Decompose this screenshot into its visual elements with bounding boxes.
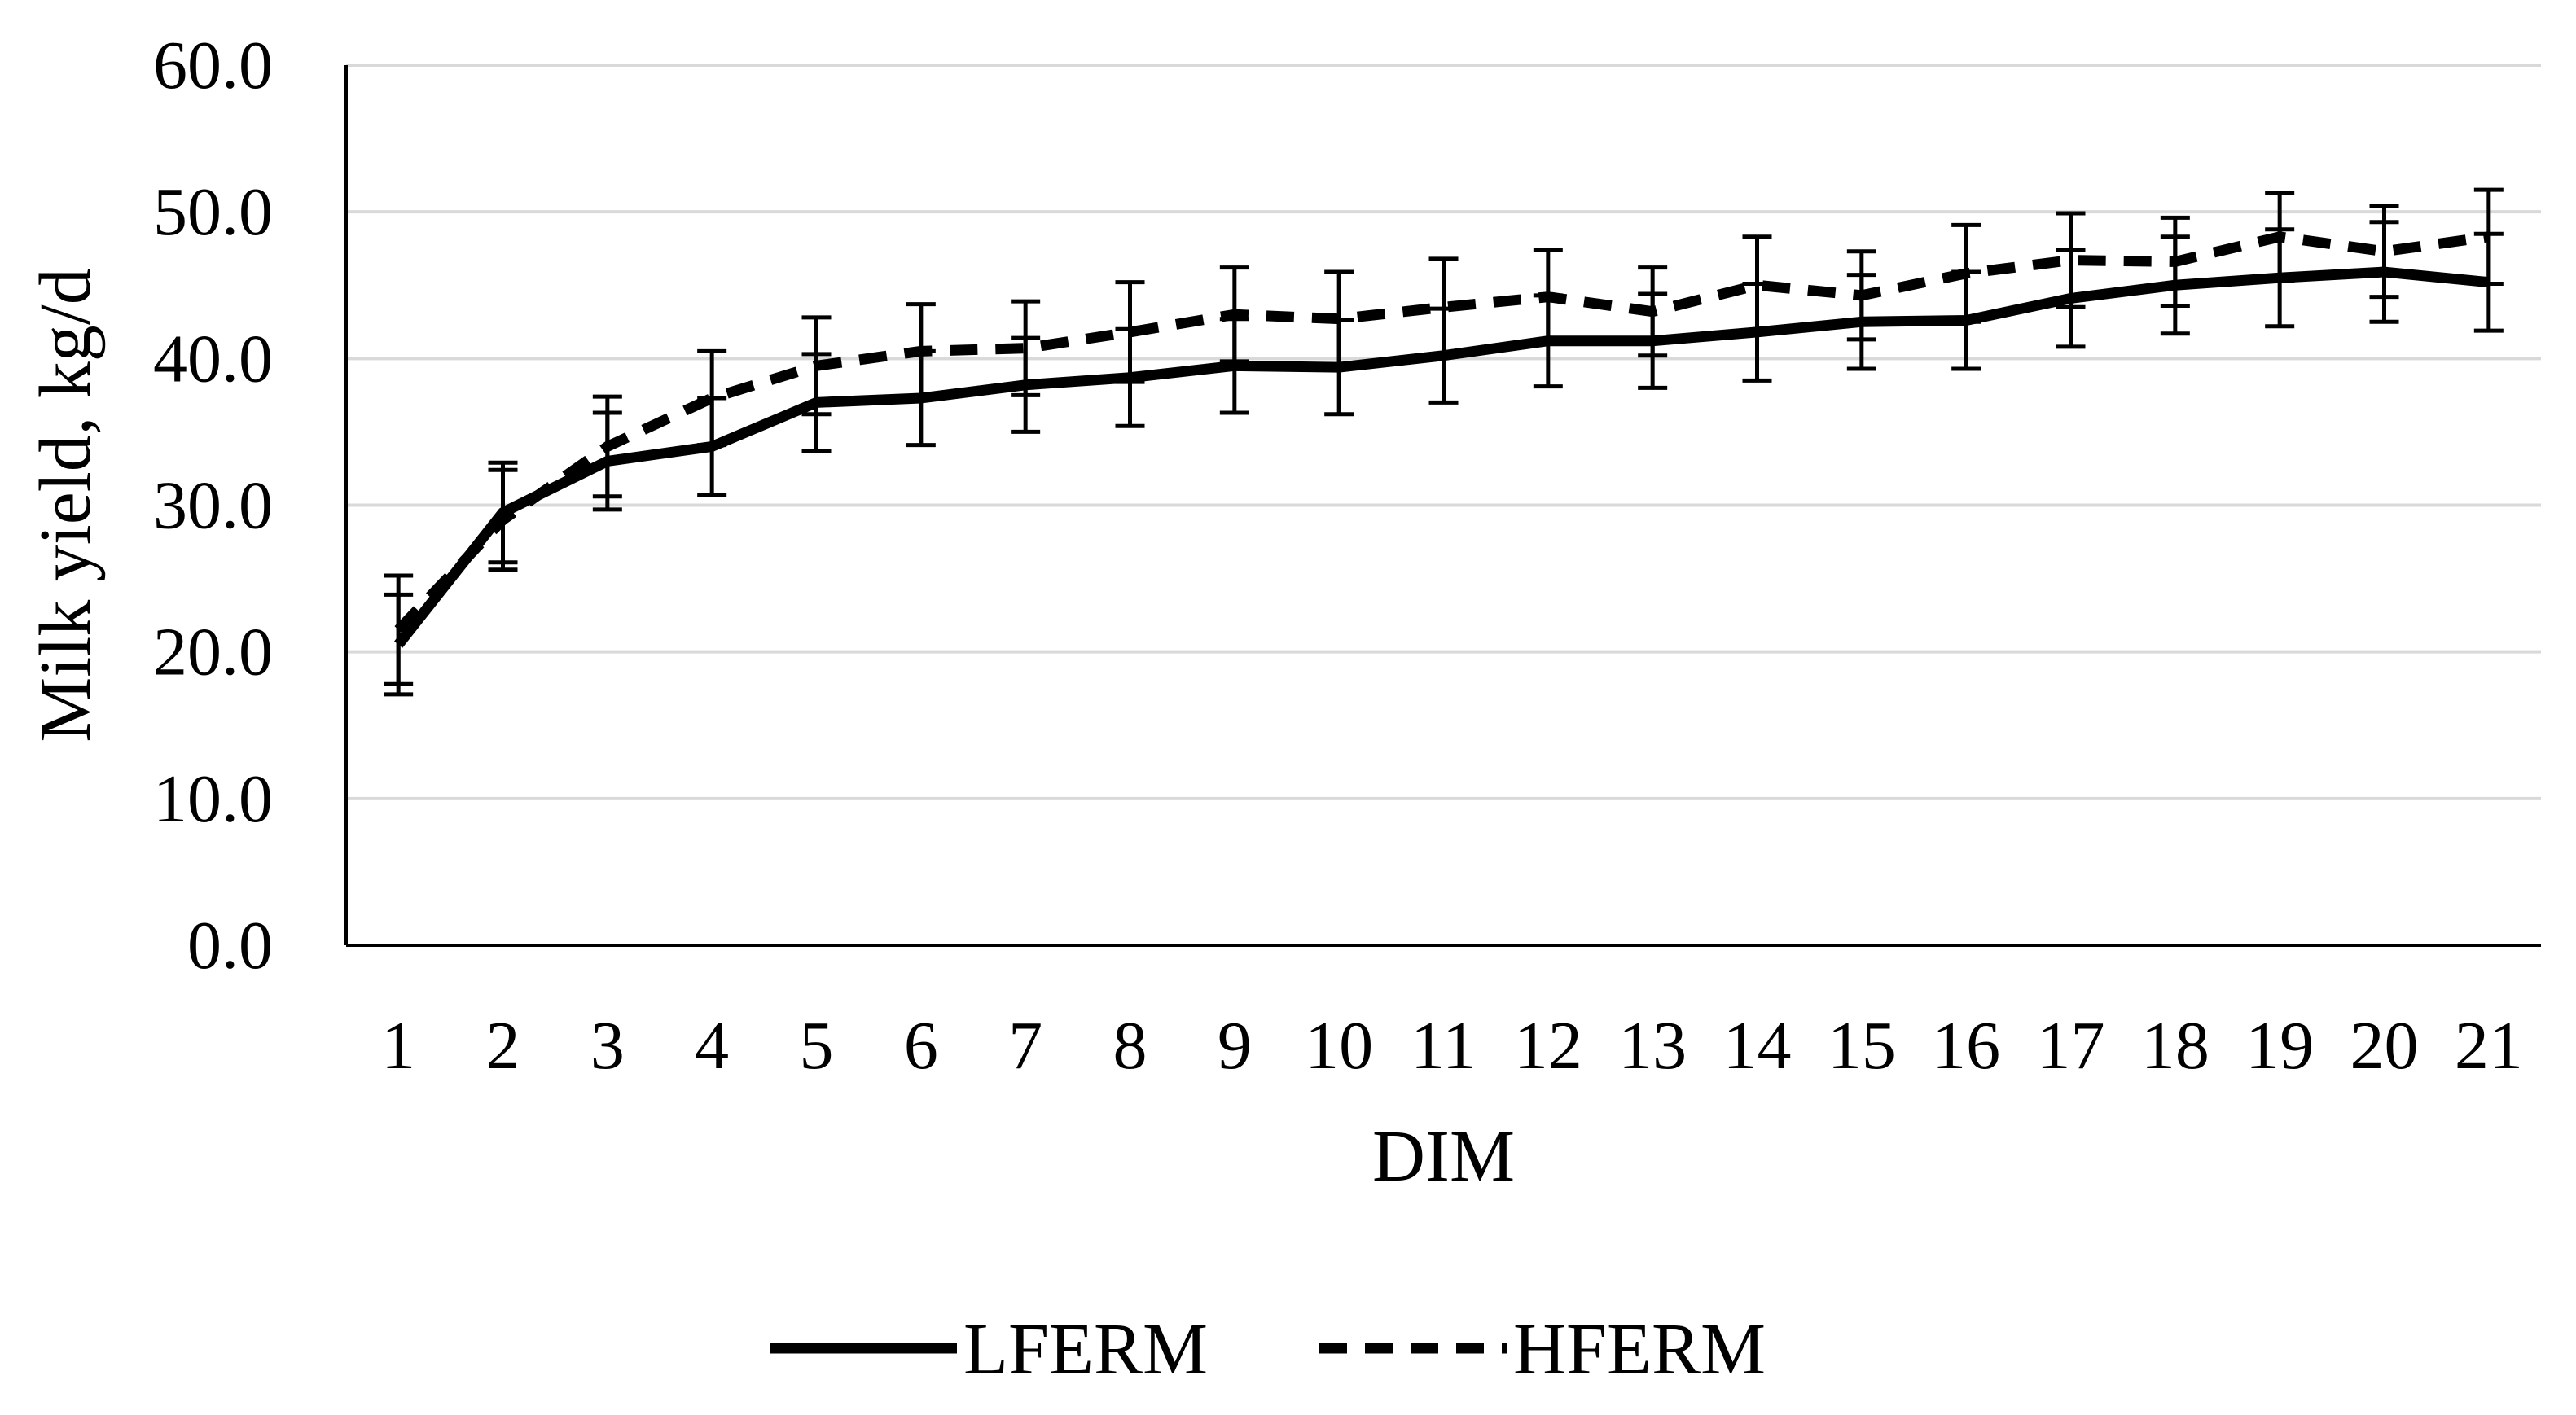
x-tick-label: 11 <box>1411 1008 1477 1084</box>
x-tick-label: 1 <box>381 1008 415 1084</box>
x-tick-label: 10 <box>1305 1008 1373 1084</box>
y-tick-label: 0.0 <box>187 908 273 983</box>
x-tick-label: 12 <box>1514 1008 1582 1084</box>
x-tick-label: 20 <box>2350 1008 2419 1084</box>
x-tick-label: 18 <box>2141 1008 2210 1084</box>
y-tick-label: 60.0 <box>153 28 273 103</box>
y-tick-label: 20.0 <box>153 615 273 690</box>
legend-label-lferm: LFERM <box>963 1309 1208 1390</box>
x-tick-label: 16 <box>1932 1008 2000 1084</box>
x-tick-label: 6 <box>904 1008 938 1084</box>
gridlines <box>346 64 2541 800</box>
series-group <box>384 187 2504 697</box>
x-axis-title: DIM <box>1372 1116 1515 1197</box>
x-tick-label: 15 <box>1828 1008 1896 1084</box>
y-tick-label: 40.0 <box>153 321 273 396</box>
y-tick-label: 10.0 <box>153 761 273 837</box>
x-tick-label: 2 <box>486 1008 520 1084</box>
x-tick-label: 14 <box>1723 1008 1792 1084</box>
x-tick-label: 21 <box>2455 1008 2523 1084</box>
x-tick-label: 9 <box>1218 1008 1252 1084</box>
y-tick-label: 30.0 <box>153 468 273 544</box>
x-tick-label: 19 <box>2245 1008 2314 1084</box>
y-tick-label: 50.0 <box>153 174 273 250</box>
series-line-hferm <box>394 231 2490 634</box>
y-axis-title: Milk yield, kg/d <box>25 268 106 743</box>
legend-label-hferm: HFERM <box>1513 1309 1766 1390</box>
x-tick-label: 8 <box>1113 1008 1148 1084</box>
x-tick-label: 5 <box>800 1008 834 1084</box>
x-tick-label: 13 <box>1618 1008 1687 1084</box>
x-tick-label: 17 <box>2037 1008 2105 1084</box>
x-tick-label: 3 <box>590 1008 625 1084</box>
legend: LFERM HFERM <box>770 1309 1766 1390</box>
x-tick-label: 7 <box>1008 1008 1042 1084</box>
x-tick-label: 4 <box>695 1008 729 1084</box>
x-axis-ticks: 1 2 3 4 5 6 7 8 9 10 11 12 13 14 15 16 17 18 19 20 21 <box>381 1008 2523 1084</box>
y-axis-ticks: 0.0 10.0 20.0 30.0 40.0 50.0 60.0 <box>153 28 273 983</box>
